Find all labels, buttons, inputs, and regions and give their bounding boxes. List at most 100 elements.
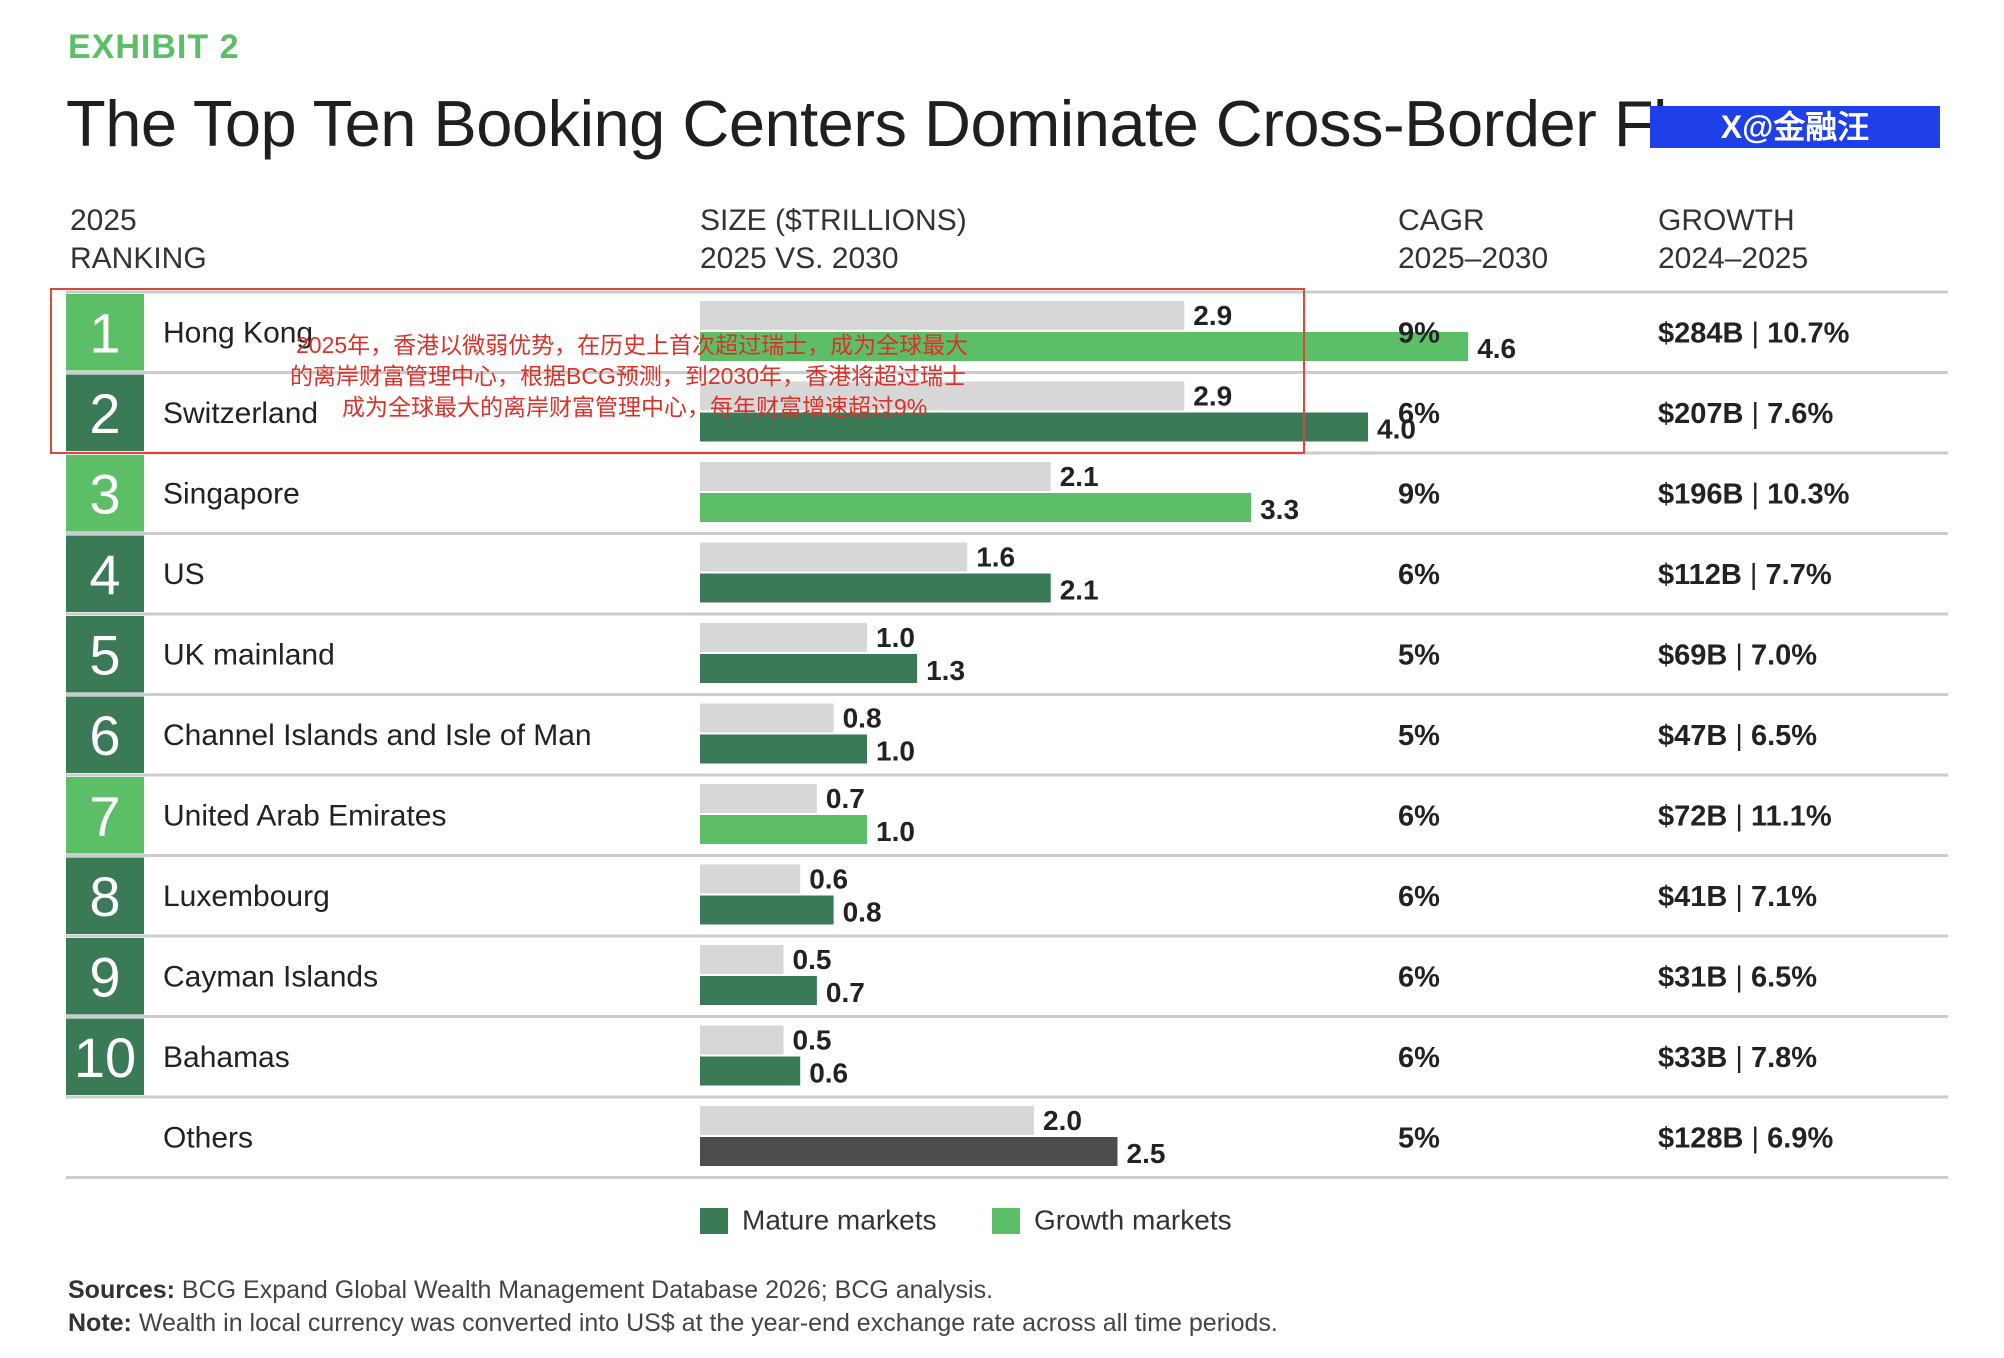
cagr-value: 5%: [1398, 720, 1440, 752]
growth-value: $112B | 7.7%: [1658, 559, 1832, 591]
growth-separator: |: [1743, 398, 1767, 430]
header-growth-line1: GROWTH: [1658, 204, 1795, 237]
header-size: SIZE ($TRILLIONS) 2025 VS. 2030: [700, 202, 967, 278]
growth-amount: $72B: [1658, 800, 1727, 832]
value-label-2030: 1.0: [876, 736, 915, 767]
growth-percent: 7.7%: [1766, 559, 1832, 591]
rank-number: 8: [89, 865, 120, 928]
rank-box: [66, 857, 144, 934]
header-size-line2: 2025 VS. 2030: [700, 242, 899, 275]
growth-amount: $196B: [1658, 478, 1743, 510]
rank-box: [66, 616, 144, 693]
rank-box: [66, 696, 144, 773]
growth-percent: 7.0%: [1751, 639, 1817, 671]
sources-text: BCG Expand Global Wealth Management Data…: [174, 1276, 994, 1304]
annotation-line-1: 2025年，香港以微弱优势，在历史上首次超过瑞士，成为全球最大: [296, 332, 969, 358]
value-label-2025: 0.8: [843, 703, 882, 734]
rank-box: [66, 938, 144, 1015]
rank-box: [66, 455, 144, 532]
chart-title: The Top Ten Booking Centers Dominate Cro…: [66, 87, 1782, 160]
value-label-2030: 4.0: [1377, 414, 1416, 445]
value-label-2025: 0.5: [793, 1025, 832, 1056]
bar-2025: [700, 945, 784, 974]
growth-value: $47B | 6.5%: [1658, 720, 1817, 752]
legend-mature-swatch: [700, 1207, 728, 1234]
bar-2025: [700, 784, 817, 813]
header-growth: GROWTH 2024–2025: [1658, 202, 1808, 278]
cagr-value: 5%: [1398, 639, 1440, 671]
value-label-2025: 2.9: [1193, 381, 1232, 412]
value-label-2030: 0.8: [843, 897, 882, 928]
header-cagr: CAGR 2025–2030: [1398, 202, 1548, 278]
footnotes: Sources: BCG Expand Global Wealth Manage…: [68, 1274, 1278, 1340]
header-size-line1: SIZE ($TRILLIONS): [700, 204, 967, 237]
value-label-2030: 1.3: [926, 655, 965, 686]
growth-amount: $31B: [1658, 961, 1727, 993]
rank-number: 6: [89, 704, 120, 767]
growth-separator: |: [1743, 478, 1767, 510]
value-label-2025: 1.0: [876, 622, 915, 653]
growth-amount: $128B: [1658, 1122, 1743, 1154]
bar-2030: [700, 815, 867, 844]
rank-number: 4: [89, 543, 120, 606]
booking-center-name: United Arab Emirates: [163, 799, 446, 832]
bar-2025: [700, 1025, 784, 1055]
growth-amount: $284B: [1658, 317, 1743, 349]
booking-center-name: Cayman Islands: [163, 960, 378, 993]
growth-amount: $47B: [1658, 720, 1727, 752]
sources-label: Sources:: [68, 1276, 175, 1304]
header-ranking-line2: RANKING: [70, 242, 207, 275]
sources-line: Sources: BCG Expand Global Wealth Manage…: [68, 1274, 1278, 1307]
cagr-value: 6%: [1398, 881, 1440, 913]
growth-value: $128B | 6.9%: [1658, 1122, 1833, 1154]
booking-center-name: Singapore: [163, 477, 300, 510]
header-growth-line2: 2024–2025: [1658, 242, 1809, 275]
cagr-value: 6%: [1398, 1042, 1440, 1074]
cagr-value: 5%: [1398, 1122, 1440, 1154]
growth-value: $31B | 6.5%: [1658, 961, 1817, 993]
bar-2030: [700, 654, 918, 683]
rank-box: [66, 294, 144, 371]
growth-separator: |: [1742, 559, 1766, 591]
bar-2030: [700, 1137, 1118, 1166]
bar-2030: [700, 976, 817, 1005]
value-label-2030: 4.6: [1477, 333, 1516, 364]
value-label-2030: 0.6: [809, 1058, 848, 1089]
annotation-line-2: 的离岸财富管理中心，根据BCG预测，到2030年，香港将超过瑞士: [290, 363, 967, 389]
rank-box: [66, 374, 144, 451]
booking-center-name: Bahamas: [163, 1041, 290, 1074]
cagr-value: 6%: [1398, 800, 1440, 832]
rank-number: 5: [89, 623, 120, 686]
growth-percent: 10.3%: [1767, 478, 1849, 510]
booking-center-name: UK mainland: [163, 638, 335, 671]
value-label-2030: 1.0: [876, 816, 915, 847]
exhibit-label: EXHIBIT 2: [68, 28, 240, 66]
growth-separator: |: [1727, 1042, 1751, 1074]
growth-value: $69B | 7.0%: [1658, 639, 1817, 671]
growth-value: $41B | 7.1%: [1658, 881, 1817, 913]
header-ranking: 2025 RANKING: [70, 202, 207, 278]
bar-2030: [700, 573, 1051, 603]
rank-number: 7: [89, 784, 120, 847]
growth-amount: $207B: [1658, 398, 1743, 430]
growth-percent: 6.5%: [1751, 961, 1817, 993]
note-text: Wealth in local currency was converted i…: [131, 1309, 1278, 1337]
note-label: Note:: [68, 1309, 132, 1337]
value-label-2025: 2.1: [1060, 461, 1099, 492]
cagr-value: 9%: [1398, 317, 1440, 349]
bar-2025: [700, 542, 968, 572]
value-label-2025: 0.5: [793, 944, 832, 975]
rank-box: [66, 1018, 144, 1095]
cagr-value: 6%: [1398, 398, 1440, 430]
booking-center-name: Hong Kong: [163, 316, 313, 349]
cagr-value: 6%: [1398, 559, 1440, 591]
value-label-2025: 0.6: [809, 864, 848, 895]
growth-amount: $69B: [1658, 639, 1727, 671]
bar-2025: [700, 381, 1185, 411]
growth-percent: 7.6%: [1767, 398, 1833, 430]
growth-percent: 11.1%: [1751, 800, 1832, 832]
cagr-value: 9%: [1398, 478, 1440, 510]
value-label-2030: 2.5: [1127, 1138, 1166, 1169]
annotation-box: [50, 288, 1305, 454]
rank-number: 3: [89, 462, 120, 525]
